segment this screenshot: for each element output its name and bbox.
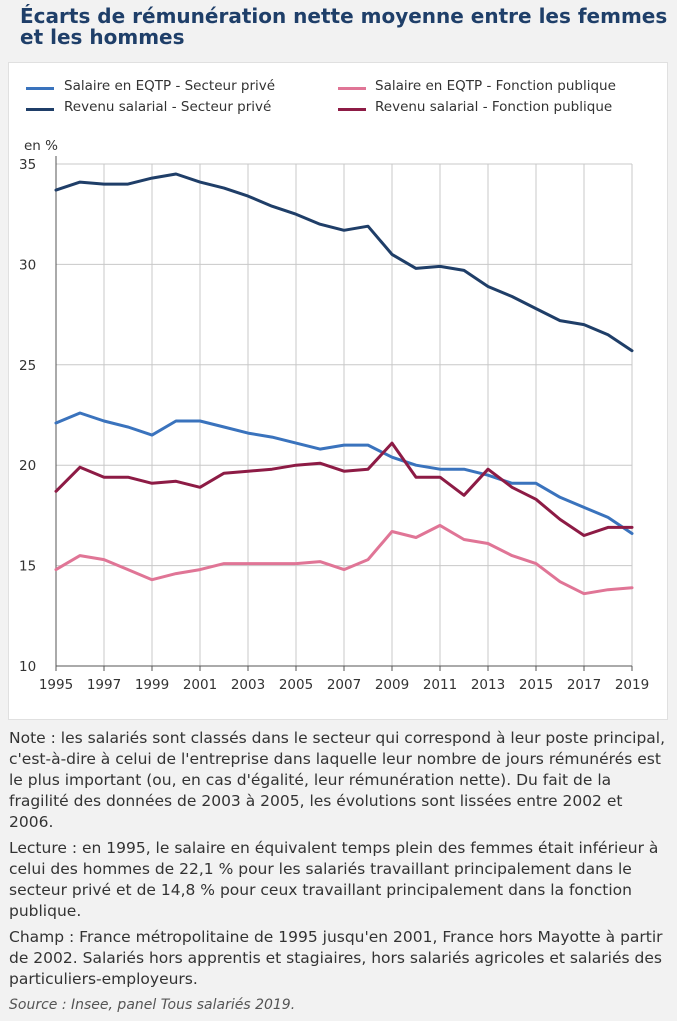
x-tick-label-2017: 2017 bbox=[567, 677, 601, 693]
y-axis-label: en % bbox=[24, 138, 58, 154]
legend-label-eqtp-public: Salaire en EQTP - Fonction publique bbox=[375, 78, 616, 94]
chart-title: Écarts de rémunération nette moyenne ent… bbox=[20, 4, 668, 49]
chart-panel: Salaire en EQTP - Secteur privé Revenu s… bbox=[8, 62, 668, 720]
x-tick-label-2013: 2013 bbox=[471, 677, 505, 693]
x-tick-label-1995: 1995 bbox=[39, 677, 73, 693]
legend-swatch-revenu-public bbox=[338, 108, 366, 111]
y-tick-label-25: 25 bbox=[19, 358, 36, 374]
legend-swatch-eqtp-public bbox=[338, 87, 366, 90]
y-tick-label-35: 35 bbox=[19, 157, 36, 173]
legend-label-revenu-prive: Revenu salarial - Secteur privé bbox=[64, 99, 272, 115]
y-tick-label-30: 30 bbox=[19, 257, 36, 273]
chart-notes: Note : les salariés sont classés dans le… bbox=[9, 728, 671, 1021]
chart-tick-labels: 10 15 20 25 30 35 1995 1997 1999 2001 2003 2005 2007… bbox=[19, 138, 649, 693]
x-tick-label-2007: 2007 bbox=[327, 677, 361, 693]
legend-swatch-revenu-prive bbox=[26, 108, 54, 111]
note-text: Note : les salariés sont classés dans le… bbox=[9, 729, 666, 831]
x-tick-label-2011: 2011 bbox=[423, 677, 457, 693]
line-revenu-public bbox=[54, 441, 634, 537]
source-text: Source : Insee, panel Tous salariés 2019… bbox=[9, 997, 296, 1013]
x-tick-label-2009: 2009 bbox=[375, 677, 409, 693]
line-chart: 10 15 20 25 30 35 1995 1997 1999 2001 2003 2005 2007… bbox=[19, 138, 649, 693]
y-tick-label-20: 20 bbox=[19, 458, 36, 474]
x-tick-label-2019: 2019 bbox=[615, 677, 649, 693]
x-tick-label-1999: 1999 bbox=[135, 677, 169, 693]
chart-axes bbox=[55, 156, 633, 671]
x-tick-label-2005: 2005 bbox=[279, 677, 313, 693]
x-tick-label-2015: 2015 bbox=[519, 677, 553, 693]
x-tick-label-2003: 2003 bbox=[231, 677, 265, 693]
x-tick-label-1997: 1997 bbox=[87, 677, 121, 693]
legend-swatch-eqtp-prive bbox=[26, 87, 54, 90]
legend-label-eqtp-prive: Salaire en EQTP - Secteur privé bbox=[64, 78, 276, 94]
chart-series bbox=[54, 172, 634, 596]
line-eqtp-public bbox=[54, 523, 634, 596]
line-revenu-prive bbox=[54, 172, 634, 353]
champ-text: Champ : France métropolitaine de 1995 ju… bbox=[9, 928, 663, 988]
chart-grid bbox=[56, 163, 633, 666]
lecture-text: Lecture : en 1995, le salaire en équival… bbox=[9, 839, 659, 920]
x-tick-label-2001: 2001 bbox=[183, 677, 217, 693]
y-tick-label-15: 15 bbox=[19, 559, 36, 575]
y-tick-label-10: 10 bbox=[19, 659, 36, 675]
line-eqtp-prive bbox=[54, 411, 634, 535]
legend-label-revenu-public: Revenu salarial - Fonction publique bbox=[375, 99, 613, 115]
